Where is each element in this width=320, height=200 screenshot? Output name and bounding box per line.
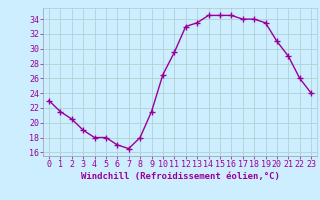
X-axis label: Windchill (Refroidissement éolien,°C): Windchill (Refroidissement éolien,°C) (81, 172, 279, 181)
